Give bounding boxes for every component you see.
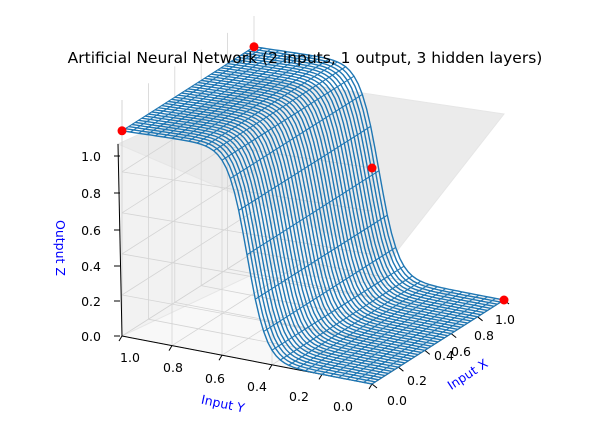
- x-tick-label: 0.0: [387, 393, 407, 408]
- surface-line: [296, 283, 430, 369]
- surface-line: [355, 296, 488, 382]
- surface-line: [246, 170, 380, 256]
- surface-line: [371, 299, 505, 385]
- x-tick-labels: 0.0 0.2 0.4 0.6 0.8 1.0: [387, 312, 515, 408]
- grid-line: [171, 261, 305, 346]
- y-tick-label: 0.4: [247, 379, 267, 394]
- surface-line: [196, 58, 330, 144]
- x-tick-mark: [477, 316, 483, 322]
- z-axis-line: [117, 143, 123, 337]
- y-axis-label: Input Y: [200, 392, 246, 416]
- surface-line: [130, 47, 263, 133]
- data-point: [499, 295, 509, 305]
- y-tick-mark: [368, 383, 373, 390]
- surface-line: [346, 294, 480, 380]
- z-tick-label: 0.4: [81, 259, 101, 274]
- surface-line: [321, 289, 455, 375]
- y-tick-label: 0.6: [205, 371, 225, 386]
- surface-line: [188, 56, 321, 142]
- z-tick-label: 0.2: [81, 294, 101, 309]
- surface-line: [313, 288, 446, 374]
- y-tick-mark: [268, 364, 273, 371]
- y-tick-label: 0.0: [333, 399, 353, 414]
- z-tick-label: 0.6: [81, 223, 101, 238]
- y-tick-mark: [168, 345, 173, 351]
- x-tick-mark: [424, 350, 431, 355]
- chart-title: Artificial Neural Network (2 inputs, 1 o…: [68, 49, 543, 67]
- data-point: [117, 126, 127, 136]
- surface-line: [255, 214, 388, 300]
- x-tick-label: 0.2: [407, 373, 427, 388]
- y-tick-mark: [218, 354, 223, 361]
- surface-line: [271, 265, 405, 351]
- y-tick-label: 0.8: [163, 360, 183, 375]
- z-axis-label: Output Z: [53, 220, 68, 276]
- x-tick-label: 0.4: [434, 348, 454, 363]
- data-points: [117, 42, 509, 305]
- surface-line: [180, 55, 313, 141]
- z-tick-labels: 0.0 0.2 0.4 0.6 0.8 1.0: [81, 149, 101, 344]
- x-tick-mark: [371, 383, 378, 389]
- x-tick-mark: [450, 333, 457, 338]
- y-tick-label: 0.2: [289, 389, 309, 404]
- surface-line: [205, 61, 338, 147]
- surface-line: [221, 75, 355, 161]
- x-tick-label: 0.6: [451, 344, 471, 359]
- x-tick-label: 0.8: [474, 328, 494, 343]
- surface-line: [121, 46, 255, 132]
- surface-line: [213, 66, 346, 152]
- surface-line: [238, 125, 371, 211]
- y-tick-label: 1.0: [120, 350, 140, 365]
- data-point: [367, 163, 377, 173]
- z-tick-label: 0.0: [81, 329, 101, 344]
- data-point: [249, 42, 259, 52]
- surface-line: [263, 247, 396, 332]
- surface-mesh: [121, 46, 505, 385]
- surface-line: [280, 275, 413, 361]
- y-tick-labels: 1.0 0.8 0.6 0.4 0.2 0.0: [120, 350, 353, 414]
- grid-line: [121, 210, 255, 296]
- surface-line: [230, 93, 363, 179]
- surface-line: [138, 48, 271, 134]
- surface-line: [171, 53, 305, 139]
- surface-line: [338, 293, 471, 379]
- surface-line: [163, 52, 296, 138]
- surface-line: [146, 50, 280, 135]
- z-tick-label: 0.8: [81, 186, 101, 201]
- tick-marks: [114, 155, 510, 390]
- surface-line: [330, 291, 463, 377]
- surface-line: [363, 297, 496, 383]
- z-tick-label: 1.0: [81, 149, 101, 164]
- surface-line: [305, 286, 438, 372]
- y-tick-mark: [318, 374, 323, 380]
- surface-line: [288, 280, 421, 366]
- x-tick-mark: [398, 366, 404, 372]
- grid-line: [121, 251, 255, 337]
- y-tick-mark: [118, 335, 123, 342]
- x-tick-label: 1.0: [495, 312, 515, 327]
- surface-line: [155, 51, 288, 137]
